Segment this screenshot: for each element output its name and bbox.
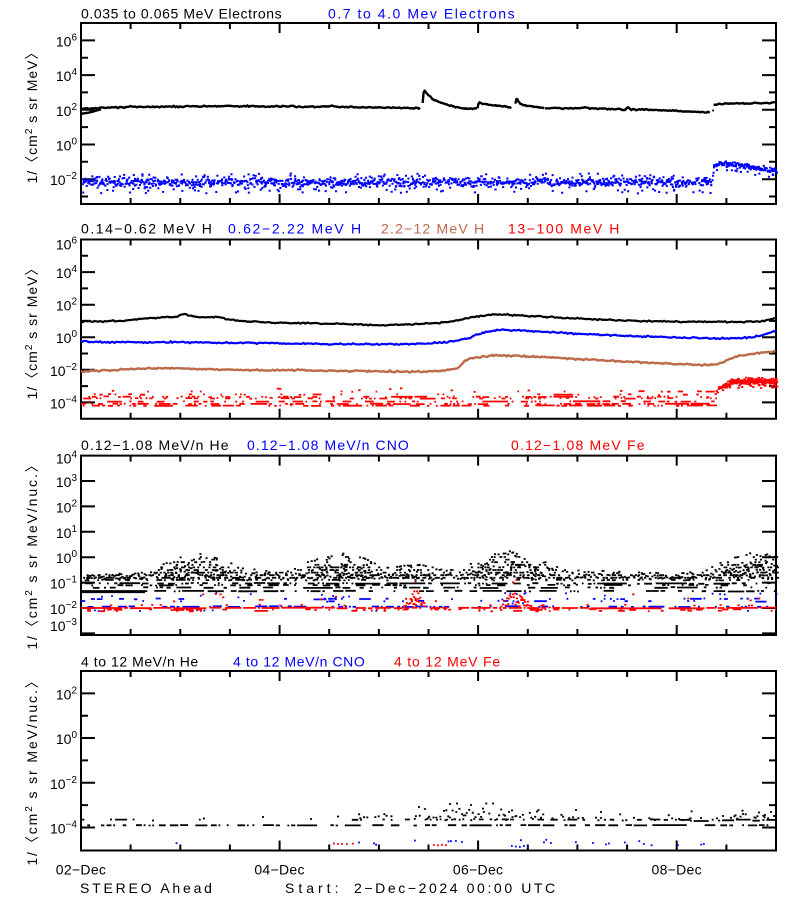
svg-text:1/〈cm2 s sr MeV〉: 1/〈cm2 s sr MeV〉 bbox=[24, 44, 40, 183]
svg-text:13−100 MeV H: 13−100 MeV H bbox=[508, 221, 621, 237]
svg-text:0.14−0.62 MeV H: 0.14−0.62 MeV H bbox=[81, 221, 213, 237]
svg-text:04−Dec: 04−Dec bbox=[254, 862, 304, 878]
svg-text:2.2−12 MeV H: 2.2−12 MeV H bbox=[381, 221, 485, 237]
svg-text:1/〈cm2 s sr MeV/nuc.〉: 1/〈cm2 s sr MeV/nuc.〉 bbox=[24, 456, 40, 649]
svg-text:0.035 to 0.065 MeV Electrons: 0.035 to 0.065 MeV Electrons bbox=[81, 5, 282, 21]
svg-text:0.12−1.08 MeV/n CNO: 0.12−1.08 MeV/n CNO bbox=[247, 437, 410, 453]
svg-text:4 to 12 MeV Fe: 4 to 12 MeV Fe bbox=[394, 653, 501, 669]
svg-text:08−Dec: 08−Dec bbox=[651, 862, 701, 878]
svg-text:0.12−1.08 MeV/n He: 0.12−1.08 MeV/n He bbox=[81, 437, 230, 453]
svg-text:0.7 to 4.0 Mev Electrons: 0.7 to 4.0 Mev Electrons bbox=[328, 5, 516, 21]
svg-text:1/〈cm2 s sr MeV/nuc.〉: 1/〈cm2 s sr MeV/nuc.〉 bbox=[24, 672, 40, 865]
svg-text:STEREO Ahead: STEREO Ahead bbox=[80, 880, 215, 896]
svg-text:1/〈cm2 s sr MeV〉: 1/〈cm2 s sr MeV〉 bbox=[24, 260, 40, 399]
svg-text:Start:: Start: bbox=[285, 880, 342, 896]
svg-text:06−Dec: 06−Dec bbox=[453, 862, 503, 878]
svg-text:4 to 12 MeV/n CNO: 4 to 12 MeV/n CNO bbox=[233, 653, 365, 669]
svg-text:0.62−2.22 MeV H: 0.62−2.22 MeV H bbox=[228, 221, 363, 237]
svg-text:02−Dec: 02−Dec bbox=[56, 862, 106, 878]
svg-text:2−Dec−2024 00:00 UTC: 2−Dec−2024 00:00 UTC bbox=[354, 880, 558, 896]
svg-text:4 to 12 MeV/n He: 4 to 12 MeV/n He bbox=[81, 653, 199, 669]
svg-text:0.12−1.08 MeV Fe: 0.12−1.08 MeV Fe bbox=[511, 437, 646, 453]
